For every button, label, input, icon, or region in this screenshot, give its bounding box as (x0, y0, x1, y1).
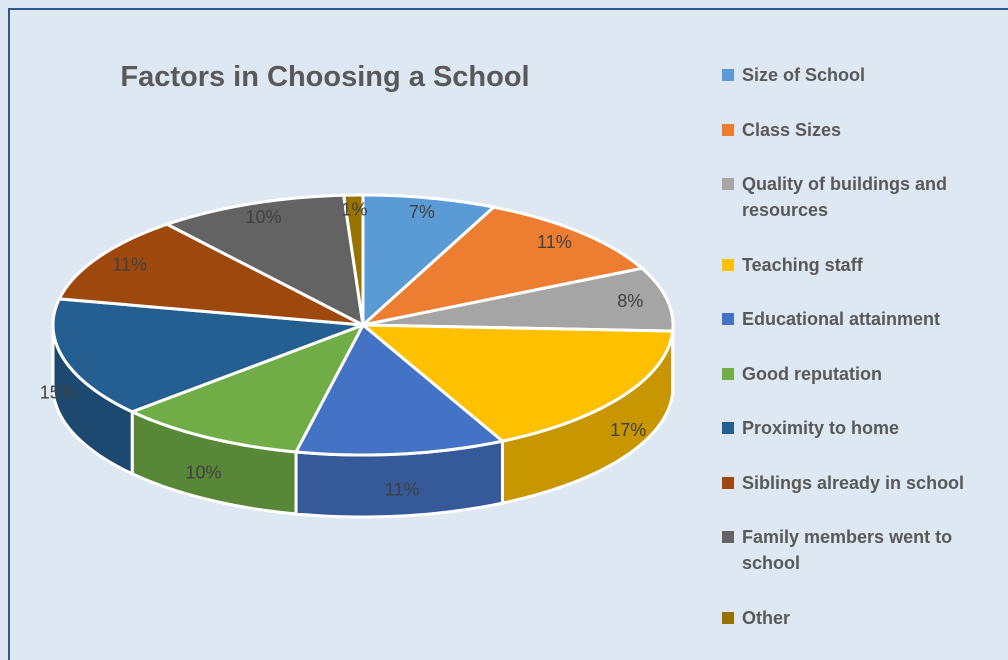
legend-entry: Teaching staff (722, 252, 992, 278)
data-label: 15% (40, 383, 76, 403)
legend-swatch (722, 178, 734, 190)
legend-swatch (722, 422, 734, 434)
data-label: 10% (246, 207, 282, 227)
data-label: 17% (610, 420, 646, 440)
legend-label: Size of School (742, 65, 866, 85)
legend-swatch (722, 123, 734, 136)
legend-swatch (722, 69, 734, 81)
data-labels: 7% 11% 8% 17% 11% 10% 15% 11% 10% 1% (40, 199, 647, 499)
slice (361, 193, 498, 329)
slice (357, 205, 646, 328)
legend-swatch (722, 531, 734, 543)
slice (293, 322, 506, 457)
legend-entry: Quality of buildings and resources (722, 171, 992, 223)
slice (358, 323, 675, 443)
legend-entry: Class Sizes (722, 117, 992, 143)
legend-entry: Siblings already in school (722, 470, 992, 496)
data-label: 11% (537, 232, 572, 252)
slice (362, 266, 675, 333)
slices (51, 193, 675, 457)
slice (163, 193, 365, 328)
legend-entry: Proximity to home (722, 415, 992, 441)
legend-label: Quality of buildings and resources (742, 174, 947, 220)
legend-label: Proximity to home (742, 418, 900, 438)
slice (56, 222, 364, 327)
data-label: 1% (342, 199, 368, 219)
legend-entry: Size of School (722, 62, 992, 88)
legend-label: Class Sizes (742, 119, 842, 140)
slice (51, 297, 364, 414)
legend-entry: Other (722, 605, 992, 631)
data-label: 11% (385, 479, 420, 499)
legend-swatch (722, 476, 734, 489)
legend-swatch (722, 313, 734, 325)
legend-entry: Good reputation (722, 361, 992, 387)
legend-label: Teaching staff (742, 254, 863, 275)
slice (341, 193, 365, 326)
legend-label: Family members went to school (742, 527, 953, 573)
legend-entry: Family members went to school (722, 524, 992, 576)
chart-title: Factors in Choosing a School (120, 61, 529, 93)
legend-label: Other (742, 607, 791, 628)
data-label: 11% (112, 255, 147, 275)
legend: Size of School Class Sizes Quality of buil… (722, 62, 992, 659)
data-label: 8% (617, 291, 643, 311)
legend-swatch (722, 367, 734, 380)
legend-swatch (722, 611, 734, 624)
legend-label: Siblings already in school (742, 472, 965, 493)
frame (8, 8, 1008, 660)
data-label: 7% (409, 202, 435, 222)
data-label: 10% (185, 462, 221, 482)
slice (128, 322, 367, 454)
legend-label: Educational attainment (742, 309, 941, 329)
legend-entry: Educational attainment (722, 306, 992, 332)
legend-swatch (722, 258, 734, 271)
legend-label: Good reputation (742, 363, 882, 384)
